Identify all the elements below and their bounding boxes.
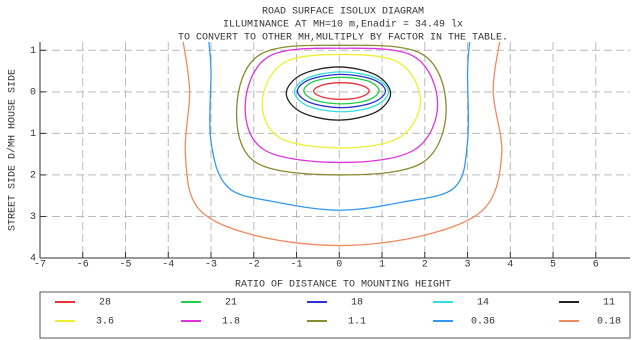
x-tick-label: -6 [77,260,89,271]
x-tick-label: 2 [422,260,428,271]
y-tick-label: 1 [30,46,36,57]
x-tick-label: -1 [291,260,303,271]
x-tick-label: -3 [205,260,217,271]
x-tick-label: -4 [162,260,174,271]
x-tick-label: 1 [379,260,385,271]
contour-line [312,82,370,100]
contour-line [303,76,380,105]
contour-line [293,71,390,113]
x-tick-label: 0 [336,260,342,271]
legend-label: 3.6 [96,317,114,328]
chart-subtitle: ILLUMINANCE AT MH=10 m,Enadir = 34.49 lx [223,19,463,31]
y-axis-label: STREET SIDE D/MH HOUSE SIDE [7,69,19,231]
legend-label: 0.18 [597,317,621,328]
chart-note: TO CONVERT TO OTHER MH,MULTIPLY BY FACTO… [178,33,508,44]
legend-label: 1.1 [348,317,366,328]
legend-label: 14 [477,298,489,309]
contour-line [244,47,439,164]
y-tick-label: 1 [30,129,36,140]
y-tick-label: 3 [30,212,36,223]
contour-line [296,73,387,109]
y-tick-label: 4 [30,254,36,265]
y-tick-label: 0 [30,87,36,98]
legend-label: 21 [225,298,237,309]
x-tick-label: -5 [119,260,131,271]
legend-label: 0.36 [471,317,495,328]
x-tick-label: -2 [248,260,260,271]
legend-label: 11 [603,298,615,309]
legend-label: 18 [351,298,363,309]
legend-label: 28 [99,298,111,309]
contour-line [208,41,471,211]
x-tick-label: 4 [507,260,513,271]
contour-line [182,41,503,247]
x-tick-label: -7 [34,260,46,271]
x-tick-label: 6 [593,260,599,271]
x-axis-label: RATIO OF DISTANCE TO MOUNTING HEIGHT [235,280,451,291]
y-tick-label: 2 [30,171,36,182]
x-tick-label: 5 [550,260,556,271]
x-tick-label: 3 [465,260,471,271]
legend-label: 1.8 [222,317,240,328]
contour-line [261,53,422,149]
chart-title: ROAD SURFACE ISOLUX DIAGRAM [262,7,424,18]
legend-box [39,291,631,339]
contour-line [235,44,447,176]
contour-line [285,66,392,121]
